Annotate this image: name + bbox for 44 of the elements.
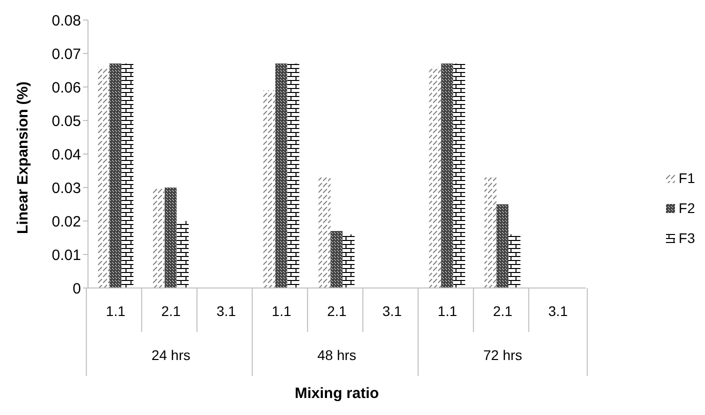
bar [342,234,355,288]
legend-label: F1 [678,170,695,186]
legend-label: F3 [678,230,695,246]
bar [121,64,134,288]
text: 48 hrs [317,347,356,363]
bar [508,234,520,288]
bar [97,66,110,288]
bar [441,64,454,288]
y-tick-label: 0.06 [52,79,81,96]
bar [484,177,496,288]
bar [287,64,300,288]
x-tick-label: 3.1 [548,303,568,319]
x-tick-label: 3.1 [382,303,402,319]
y-tick-label: 0.02 [52,213,81,230]
y-tick-label: 0.04 [52,146,81,164]
x-tick-label: 3.1 [216,303,236,319]
bar [263,90,276,288]
x-tick-label: 2.1 [492,303,513,319]
bar [330,231,343,288]
bar [496,204,508,288]
x-tick-label: 2.1 [327,303,347,319]
y-axis-title: Linear Expansion (%) [14,81,32,234]
legend-label: F2 [678,200,695,216]
bar [275,64,288,288]
x-tick-label: 1.1 [438,303,458,319]
y-tick-label: 0.07 [52,46,81,63]
bar [109,64,122,288]
bar [152,188,165,288]
y-tick-label: 0.08 [52,12,81,30]
bar [318,177,331,288]
bar [176,221,189,288]
y-tick-label: 0.01 [52,246,81,264]
x-tick-label: 2.1 [161,303,181,319]
text: 72 hrs [483,347,522,363]
y-tick-label: 0.03 [52,180,81,197]
x-axis-title: Mixing ratio [294,385,379,402]
y-tick-label: 0 [72,280,81,298]
x-tick-label: 1.1 [272,303,292,319]
bar [453,64,466,288]
text: 24 hrs [151,347,190,363]
y-tick-label: 0.05 [52,112,81,130]
bar [164,188,177,288]
bar [429,66,442,288]
x-tick-label: 1.1 [106,303,126,319]
